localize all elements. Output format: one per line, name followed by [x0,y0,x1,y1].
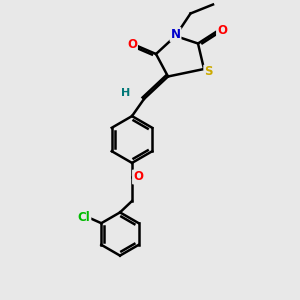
Text: Cl: Cl [78,211,90,224]
Text: N: N [170,28,181,41]
Text: O: O [127,38,137,52]
Text: O: O [133,170,143,184]
Text: H: H [122,88,130,98]
Text: S: S [204,65,213,79]
Text: O: O [217,23,227,37]
